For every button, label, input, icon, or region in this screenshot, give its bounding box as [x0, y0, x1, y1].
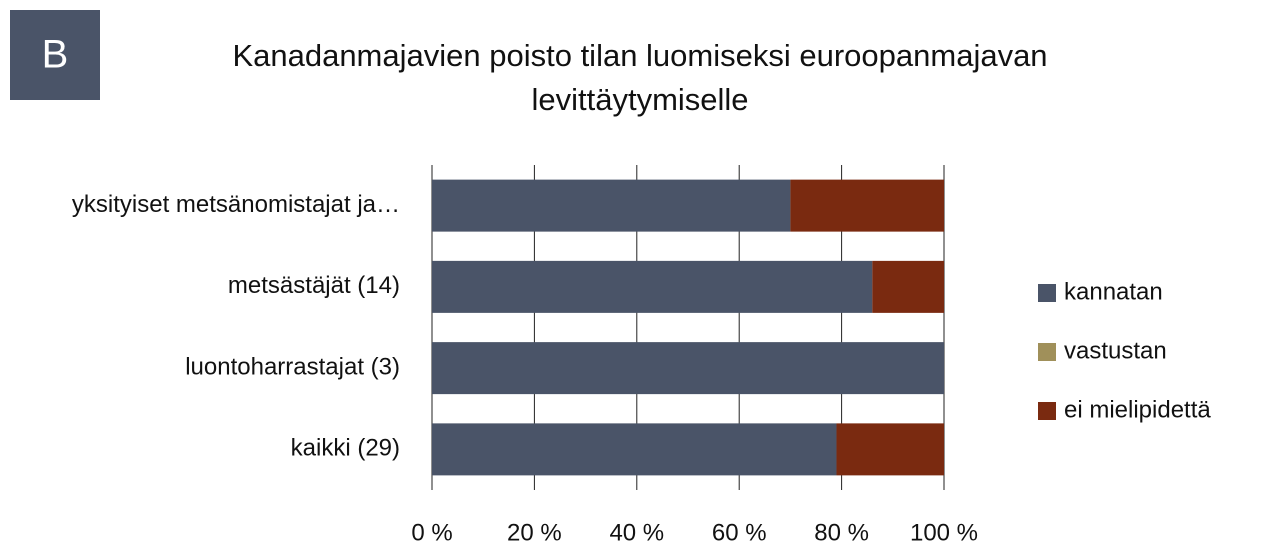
bar-segment — [872, 260, 944, 313]
bar-segment — [432, 179, 791, 232]
y-tick-label: luontoharrastajat (3) — [185, 353, 400, 380]
y-tick-label: kaikki (29) — [291, 435, 400, 462]
legend-label: vastustan — [1064, 337, 1167, 364]
x-tick-label: 40 % — [609, 519, 664, 546]
bar-segment — [432, 423, 837, 476]
bar-segment — [836, 423, 944, 476]
legend-label: kannatan — [1064, 278, 1163, 305]
x-tick-label: 80 % — [814, 519, 869, 546]
legend-label: ei mielipidettä — [1064, 396, 1211, 423]
y-tick-label: metsästäjät (14) — [228, 272, 400, 299]
panel-label: B — [42, 33, 69, 77]
legend-swatch — [1038, 284, 1056, 302]
panel-box — [10, 10, 100, 100]
x-tick-label: 20 % — [507, 519, 562, 546]
x-tick-label: 60 % — [712, 519, 767, 546]
legend-swatch — [1038, 343, 1056, 361]
y-tick-label: yksityiset metsänomistajat ja… — [72, 191, 400, 218]
bar-segment — [790, 179, 944, 232]
x-tick-label: 0 % — [411, 519, 452, 546]
bar-segment — [432, 260, 873, 313]
chart-title: Kanadanmajavien poisto tilan luomiseksi … — [232, 38, 1048, 117]
legend-swatch — [1038, 402, 1056, 420]
x-tick-label: 100 % — [910, 519, 978, 546]
bar-segment — [432, 342, 944, 395]
